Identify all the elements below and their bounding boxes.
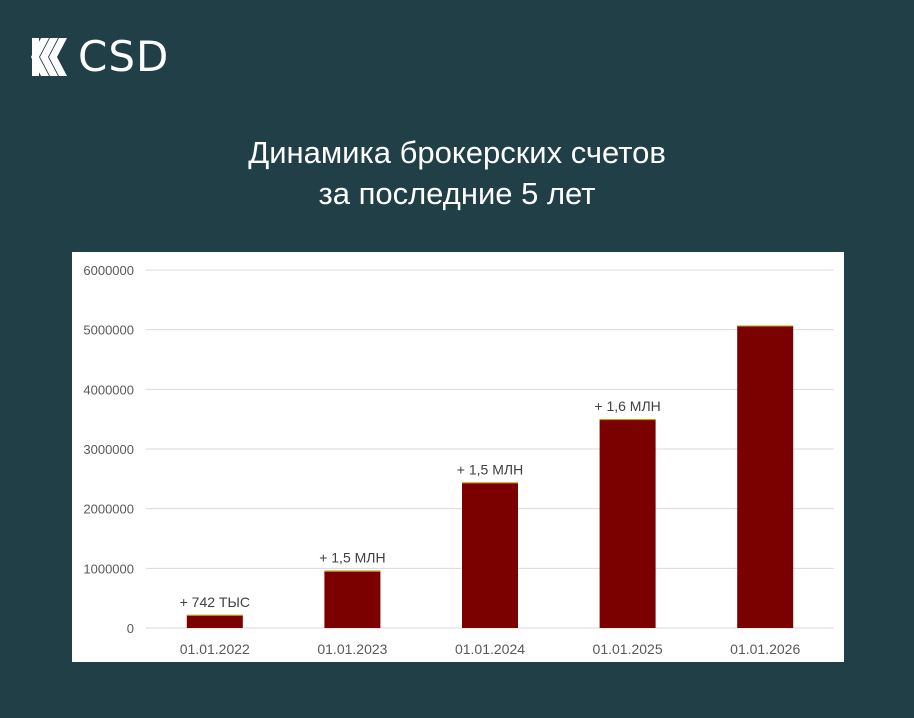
k-chevron-logo-icon	[31, 38, 67, 76]
y-tick-label: 6000000	[83, 263, 134, 278]
y-tick-label: 5000000	[83, 323, 134, 338]
chart-panel: 0 1000000 2000000 3000000 4000000 5000000 6000…	[72, 252, 844, 662]
bar-annotation: + 1,6 МЛН	[594, 398, 660, 414]
y-tick-label: 1000000	[83, 561, 134, 576]
bar-annotation: + 742 ТЫС	[180, 594, 250, 610]
bar	[462, 482, 518, 628]
y-tick-label: 0	[127, 621, 134, 636]
y-tick-label: 2000000	[83, 502, 134, 517]
x-tick-label: 01.01.2025	[593, 641, 663, 657]
x-tick-label: 01.01.2022	[180, 641, 250, 657]
bar	[324, 570, 381, 628]
brand-logo: CSD	[30, 36, 169, 78]
bar-annotation: + 1,5 МЛН	[457, 461, 523, 477]
chart-title-line-2: за последние 5 лет	[318, 176, 596, 211]
y-tick-label: 3000000	[83, 442, 134, 457]
bar	[599, 419, 656, 628]
x-tick-label: 01.01.2023	[317, 641, 387, 657]
bar-annotation: + 1,5 МЛН	[319, 550, 385, 566]
chart-title-line-1: Динамика брокерских счетов	[248, 135, 666, 170]
x-tick-label: 01.01.2026	[730, 641, 800, 657]
bar	[737, 325, 794, 628]
x-tick-label: 01.01.2024	[455, 641, 525, 657]
brand-name: CSD	[78, 32, 170, 81]
bar	[186, 614, 243, 628]
bar-chart: 0 1000000 2000000 3000000 4000000 5000000 6000…	[83, 263, 834, 657]
y-tick-label: 4000000	[83, 382, 134, 397]
